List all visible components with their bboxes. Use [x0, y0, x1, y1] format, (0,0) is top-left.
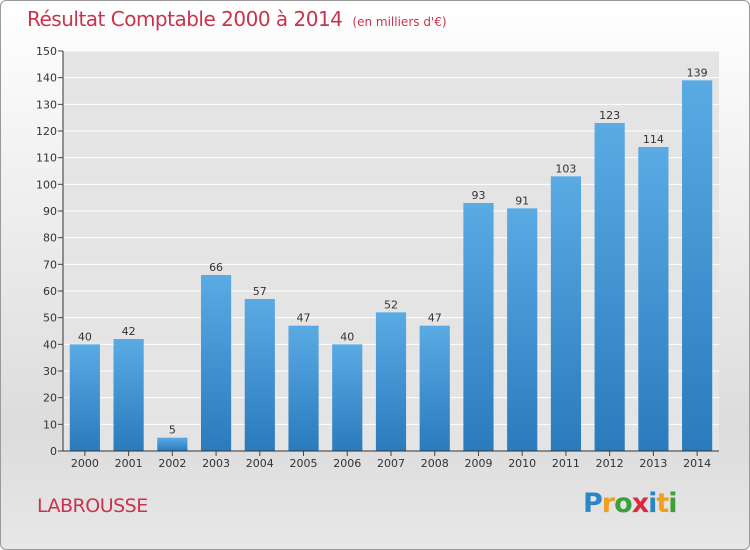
y-tick-label: 110	[36, 152, 57, 165]
x-tick-label: 2010	[508, 457, 536, 470]
logo-letter: o	[614, 488, 633, 519]
bar-value-label: 57	[253, 285, 267, 298]
bar	[157, 437, 188, 451]
bar	[507, 208, 538, 451]
logo-letter: x	[631, 488, 649, 519]
x-tick-label: 2004	[246, 457, 274, 470]
x-tick-label: 2005	[290, 457, 318, 470]
bar-value-label: 139	[687, 66, 708, 79]
y-tick-label: 70	[43, 258, 57, 271]
y-tick-label: 120	[36, 125, 57, 138]
x-tick-label: 2011	[552, 457, 580, 470]
bar-value-label: 123	[599, 109, 620, 122]
bar	[419, 325, 450, 451]
bar-value-label: 66	[209, 261, 223, 274]
x-tick-label: 2007	[377, 457, 405, 470]
bar-value-label: 47	[428, 312, 442, 325]
x-tick-label: 2014	[683, 457, 711, 470]
bar-value-label: 91	[515, 194, 529, 207]
bar-value-label: 93	[471, 189, 485, 202]
y-tick-label: 60	[43, 285, 57, 298]
logo-letter: t	[656, 488, 669, 519]
bar-value-label: 114	[643, 133, 664, 146]
bar	[244, 299, 275, 451]
bar-value-label: 40	[340, 330, 354, 343]
x-tick-label: 2002	[158, 457, 186, 470]
x-tick-label: 2013	[639, 457, 667, 470]
y-tick-label: 90	[43, 205, 57, 218]
bar	[550, 176, 582, 452]
bar	[288, 325, 319, 451]
bar	[682, 80, 713, 451]
bar	[594, 123, 625, 451]
bar-value-label: 52	[384, 298, 398, 311]
y-tick-label: 150	[36, 45, 57, 58]
chart-subtitle: (en milliers d'€)	[352, 15, 447, 29]
logo-letter: i	[668, 488, 677, 519]
y-tick-label: 80	[43, 232, 57, 245]
x-tick-label: 2000	[71, 457, 99, 470]
bar	[638, 147, 669, 451]
chart-title: Résultat Comptable 2000 à 2014 (en millie…	[27, 7, 447, 31]
y-tick-label: 40	[43, 338, 57, 351]
y-tick-label: 140	[36, 72, 57, 85]
x-tick-label: 2006	[333, 457, 361, 470]
bar-value-label: 40	[78, 330, 92, 343]
y-tick-label: 20	[43, 392, 57, 405]
bar-value-label: 103	[555, 162, 576, 175]
y-tick-label: 30	[43, 365, 57, 378]
x-tick-label: 2003	[202, 457, 230, 470]
bar	[375, 312, 407, 451]
bar-value-label: 47	[297, 312, 311, 325]
logo-letter: i	[648, 488, 657, 519]
x-tick-label: 2001	[115, 457, 143, 470]
logo-letter: P	[583, 488, 603, 519]
y-tick-label: 10	[43, 418, 57, 431]
bar	[463, 203, 494, 451]
x-tick-label: 2009	[464, 457, 492, 470]
y-tick-label: 100	[36, 178, 57, 191]
place-name: LABROUSSE	[37, 495, 148, 517]
logo-letter: r	[601, 488, 615, 519]
y-tick-label: 0	[50, 445, 57, 458]
bar	[113, 339, 144, 451]
bar	[69, 344, 100, 451]
x-tick-label: 2008	[421, 457, 449, 470]
bar	[332, 344, 363, 451]
y-tick-label: 50	[43, 312, 57, 325]
proxiti-logo: Proxiti	[583, 488, 678, 519]
bar-value-label: 5	[169, 424, 176, 437]
chart-title-text: Résultat Comptable 2000 à 2014	[27, 7, 343, 31]
y-tick-label: 130	[36, 98, 57, 111]
bar	[200, 275, 232, 451]
x-tick-label: 2012	[596, 457, 624, 470]
bar-value-label: 42	[122, 325, 136, 338]
